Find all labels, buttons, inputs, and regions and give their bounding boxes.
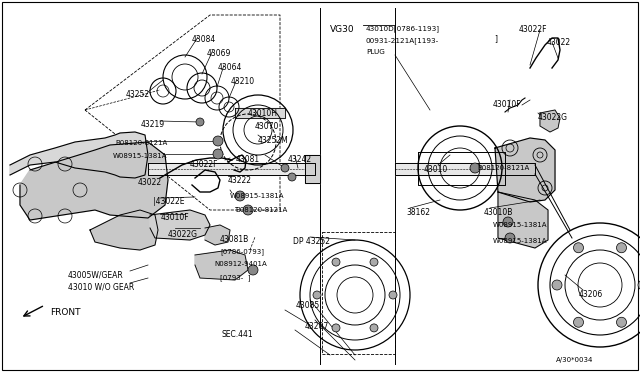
Text: 43010 W/O GEAR: 43010 W/O GEAR [68,283,134,292]
Text: W08915-1381A: W08915-1381A [493,238,547,244]
Circle shape [503,217,513,227]
Circle shape [616,317,627,327]
Circle shape [573,243,584,253]
Text: W08915-1381A: W08915-1381A [113,153,168,159]
Circle shape [332,324,340,332]
Text: 43081: 43081 [236,155,260,164]
Circle shape [470,163,480,173]
Polygon shape [195,250,248,280]
Circle shape [288,173,296,181]
Text: 43085: 43085 [296,301,320,310]
Polygon shape [495,138,555,202]
Text: 43252M: 43252M [258,136,289,145]
Text: 43022G: 43022G [168,230,198,239]
Text: 43210: 43210 [231,77,255,86]
Circle shape [213,136,223,146]
Circle shape [196,118,204,126]
Text: 43022: 43022 [547,38,571,47]
Text: 43010F: 43010F [161,213,189,222]
Polygon shape [235,108,285,118]
Text: SEC.441: SEC.441 [221,330,253,339]
Text: B08120-8121A: B08120-8121A [477,165,529,171]
Circle shape [552,280,562,290]
Text: W08915-1381A: W08915-1381A [230,193,285,199]
Circle shape [616,243,627,253]
Text: 00931-2121A[1193-: 00931-2121A[1193- [366,37,439,44]
Text: 43252: 43252 [126,90,150,99]
Text: [0786-0793]: [0786-0793] [220,248,264,255]
Polygon shape [540,110,560,132]
Text: 43206: 43206 [579,290,604,299]
Text: B08120-8121A: B08120-8121A [235,207,287,213]
Text: 43010B: 43010B [484,208,513,217]
Text: 43022: 43022 [138,178,162,187]
Text: 43005W/GEAR: 43005W/GEAR [68,270,124,279]
Circle shape [248,265,258,275]
Text: 43070: 43070 [255,122,280,131]
Text: 43064: 43064 [218,63,243,72]
Bar [322,232,395,354]
Circle shape [281,164,289,172]
Text: W08915-1381A: W08915-1381A [493,222,547,228]
Polygon shape [205,225,230,245]
Text: [0793-  ]: [0793- ] [220,274,250,281]
Text: 43022F: 43022F [190,160,218,169]
Text: 43010H: 43010H [248,109,278,118]
Text: ]: ] [494,34,497,43]
Circle shape [638,280,640,290]
Text: 43022F: 43022F [519,25,547,34]
Circle shape [313,291,321,299]
Polygon shape [10,132,148,178]
Text: VG30: VG30 [330,25,355,34]
Circle shape [243,205,253,215]
Polygon shape [90,210,158,250]
Text: 43242: 43242 [288,155,312,164]
Text: 43084: 43084 [192,35,216,44]
Text: N08912-9401A: N08912-9401A [214,261,267,267]
Text: 43081B: 43081B [220,235,249,244]
Circle shape [505,233,515,243]
Text: 43010F: 43010F [493,100,522,109]
Text: 43222: 43222 [228,176,252,185]
Circle shape [573,317,584,327]
Circle shape [370,324,378,332]
Text: |43022E: |43022E [153,197,184,206]
Text: 43219: 43219 [141,120,165,129]
Circle shape [389,291,397,299]
Circle shape [370,258,378,266]
Text: 43207: 43207 [305,322,329,331]
Text: 43010: 43010 [424,165,448,174]
Text: FRONT: FRONT [50,308,81,317]
Text: B08120-8121A: B08120-8121A [115,140,167,146]
Polygon shape [20,142,168,220]
Text: 43069: 43069 [207,49,232,58]
Circle shape [235,191,245,201]
Polygon shape [148,163,315,175]
Polygon shape [150,210,210,240]
Text: 43010D[0786-1193]: 43010D[0786-1193] [366,25,440,32]
Polygon shape [305,155,320,183]
Polygon shape [395,163,535,175]
Text: PLUG: PLUG [366,49,385,55]
Polygon shape [498,192,548,248]
Text: 43022G: 43022G [538,113,568,122]
Text: A/30*0034: A/30*0034 [556,357,593,363]
Text: 38162: 38162 [406,208,430,217]
Circle shape [332,258,340,266]
Text: DP 43252: DP 43252 [293,237,330,246]
Circle shape [213,149,223,159]
